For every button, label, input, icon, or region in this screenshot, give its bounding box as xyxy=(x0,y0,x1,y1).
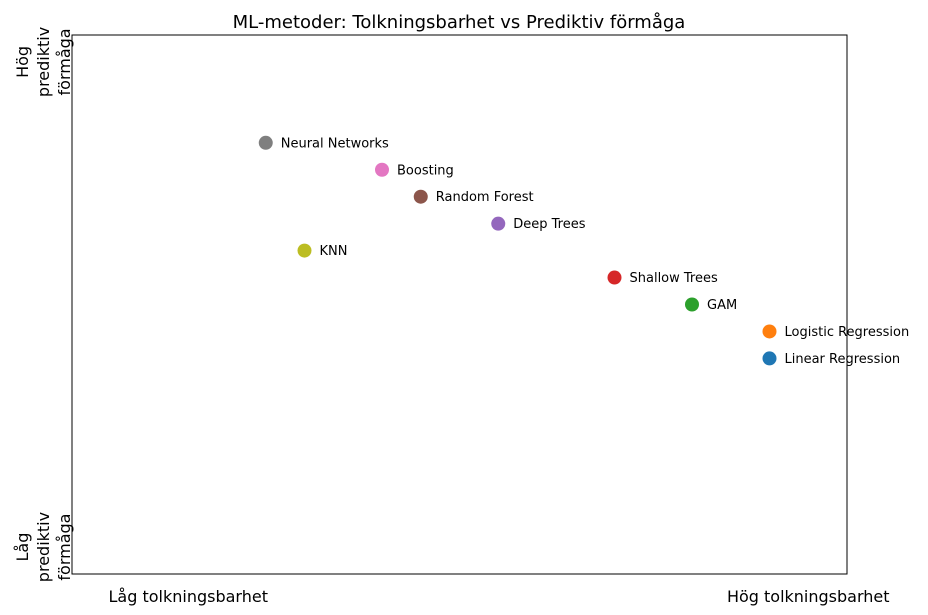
data-point xyxy=(258,135,273,150)
data-point-label: GAM xyxy=(707,298,737,313)
y-tick-label: Hög prediktiv förmåga xyxy=(13,27,74,97)
data-point-label: Linear Regression xyxy=(785,352,901,367)
data-point-label: KNN xyxy=(320,244,348,259)
data-point-label: Neural Networks xyxy=(281,136,389,151)
data-point xyxy=(685,297,699,312)
data-point xyxy=(491,216,506,231)
data-point-label: Logistic Regression xyxy=(785,325,910,340)
data-point-label: Boosting xyxy=(397,163,454,178)
data-point xyxy=(413,189,428,204)
data-point-label: Shallow Trees xyxy=(630,271,718,286)
plot-area-frame xyxy=(71,34,848,575)
y-tick-label-line: Hög xyxy=(13,46,32,78)
x-tick-labels: Låg tolkningsbarhet Hög tolkningsbarhet xyxy=(109,587,890,606)
x-tick-label: Hög tolkningsbarhet xyxy=(727,587,890,606)
data-point xyxy=(762,324,777,339)
data-point xyxy=(297,243,312,258)
point-labels: Linear Regression Logistic Regression GAM S… xyxy=(281,136,909,367)
data-point xyxy=(375,162,389,177)
x-tick-label: Låg tolkningsbarhet xyxy=(109,587,268,606)
data-point xyxy=(762,351,777,366)
data-points xyxy=(258,135,777,366)
data-point-label: Deep Trees xyxy=(513,217,585,232)
y-tick-label-line: Låg xyxy=(13,533,32,562)
y-tick-label-line: prediktiv xyxy=(34,512,53,582)
data-point xyxy=(607,270,622,285)
y-tick-label-line: förmåga xyxy=(55,514,74,581)
chart-title: ML-metoder: Tolkningsbarhet vs Prediktiv… xyxy=(233,12,686,33)
y-tick-label-line: förmåga xyxy=(55,28,74,95)
y-tick-label-line: prediktiv xyxy=(34,27,53,97)
y-tick-label: Låg prediktiv förmåga xyxy=(13,512,74,582)
data-point-label: Random Forest xyxy=(436,190,534,205)
